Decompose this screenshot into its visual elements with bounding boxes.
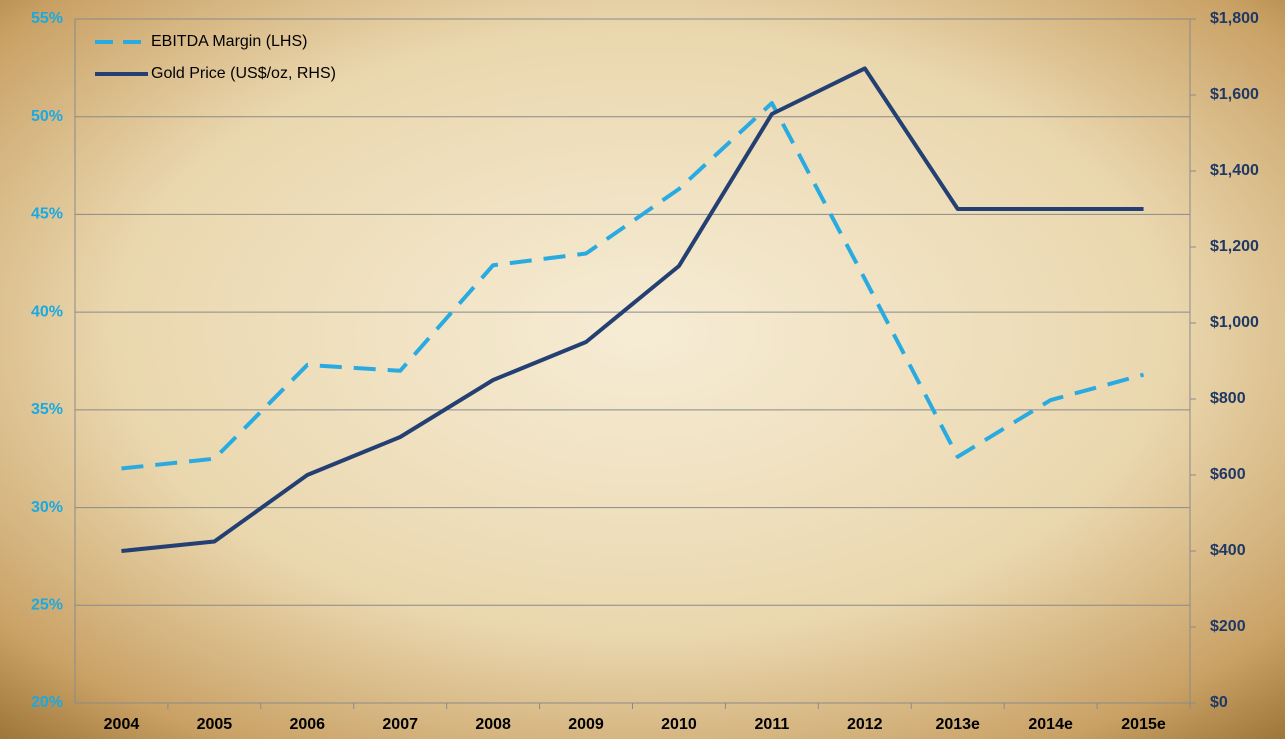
y-tick-label: 35% <box>31 401 63 418</box>
series-line <box>121 101 1145 471</box>
x-tick-label: 2011 <box>755 716 790 733</box>
y-tick-label: 20% <box>31 694 63 711</box>
y2-tick-label: $1,000 <box>1210 314 1259 331</box>
x-tick-label: 2006 <box>289 716 325 733</box>
x-tick-label: 2014e <box>1028 716 1073 733</box>
x-tick-label: 2013e <box>935 716 980 733</box>
y2-tick-label: $200 <box>1210 618 1246 635</box>
x-tick-label: 2004 <box>104 716 140 733</box>
legend-label: Gold Price (US$/oz, RHS) <box>151 65 336 82</box>
y2-tick-label: $800 <box>1210 390 1246 407</box>
x-tick-label: 2005 <box>197 716 233 733</box>
y-tick-label: 45% <box>31 206 63 223</box>
y2-tick-label: $0 <box>1210 694 1228 711</box>
y-tick-label: 25% <box>31 597 63 614</box>
y2-tick-label: $1,200 <box>1210 238 1259 255</box>
y-tick-label: 40% <box>31 303 63 320</box>
x-tick-label: 2012 <box>847 716 883 733</box>
y2-tick-label: $1,800 <box>1210 10 1259 27</box>
y2-tick-label: $600 <box>1210 466 1246 483</box>
x-tick-label: 2007 <box>382 716 418 733</box>
x-tick-label: 2015e <box>1121 716 1166 733</box>
y-tick-label: 50% <box>31 108 63 125</box>
x-tick-label: 2009 <box>568 716 604 733</box>
legend-label: EBITDA Margin (LHS) <box>151 33 307 50</box>
y-tick-label: 30% <box>31 499 63 516</box>
y2-tick-label: $400 <box>1210 542 1246 559</box>
y-tick-label: 55% <box>31 10 63 27</box>
series-line <box>121 66 1144 553</box>
y2-tick-label: $1,600 <box>1210 86 1259 103</box>
x-tick-label: 2010 <box>661 716 697 733</box>
y2-tick-label: $1,400 <box>1210 162 1259 179</box>
x-tick-label: 2008 <box>475 716 511 733</box>
